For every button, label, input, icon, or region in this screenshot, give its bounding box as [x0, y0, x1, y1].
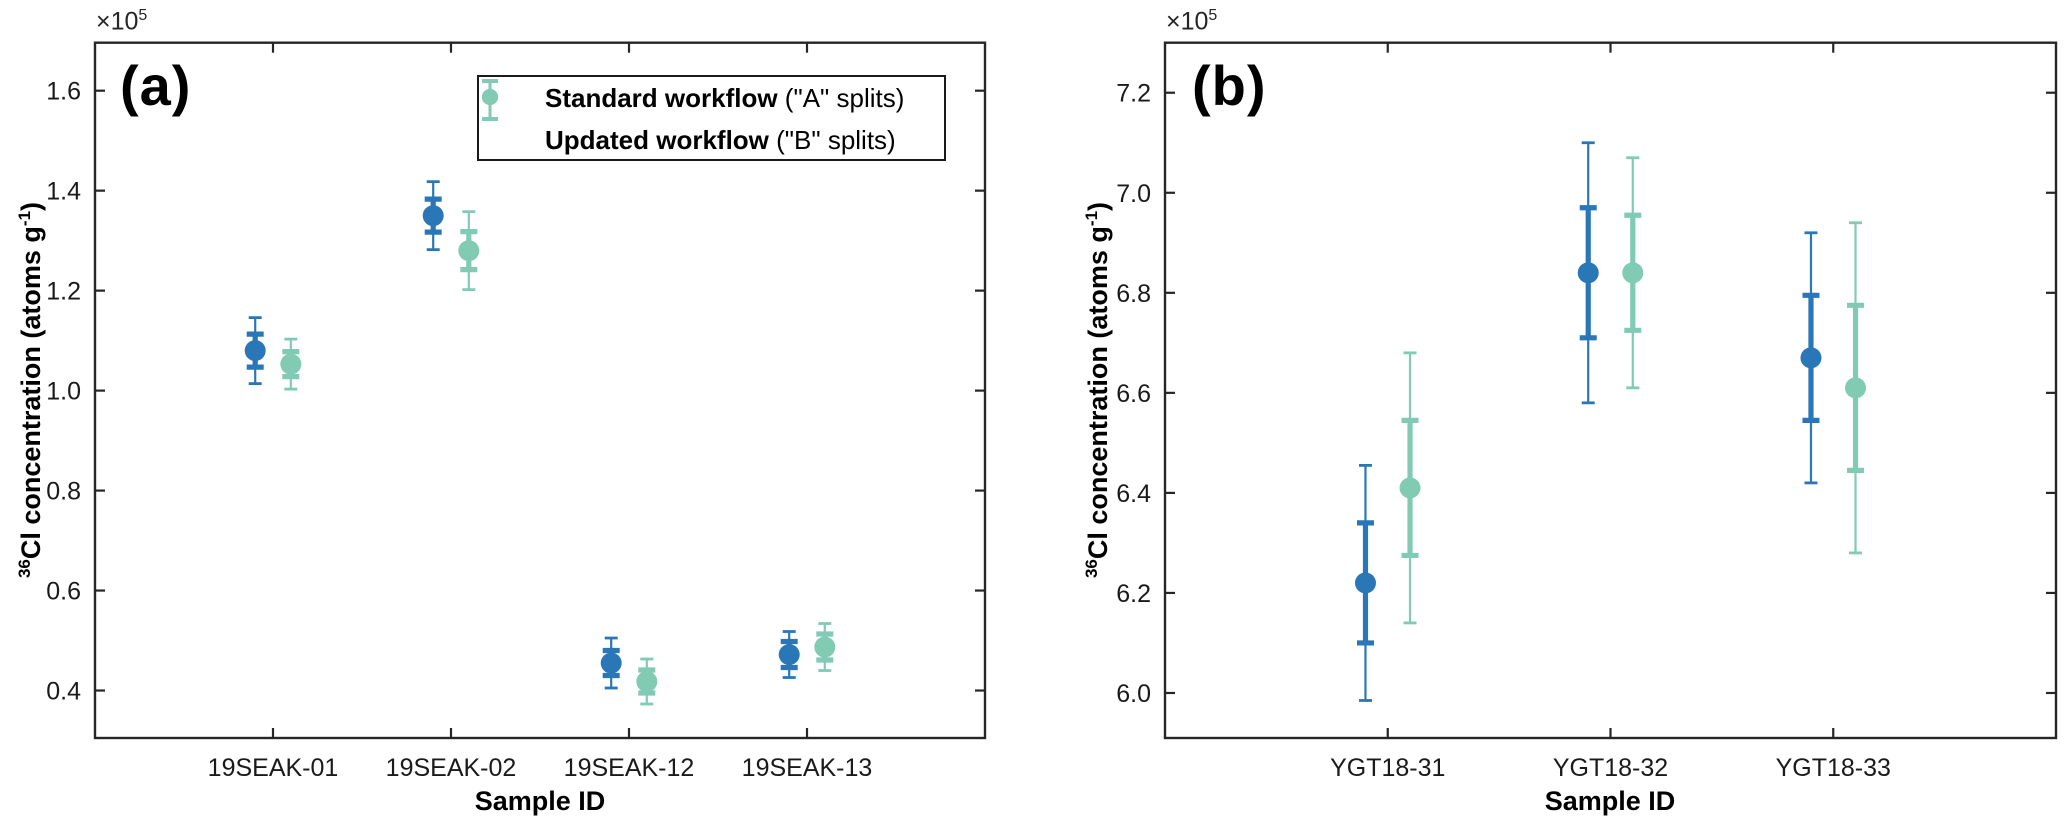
legend-label-rest: ("B" splits) — [768, 124, 896, 155]
panel-a-x-tick-label: 19SEAK-12 — [564, 754, 695, 782]
isotope-superscript: 36 — [15, 559, 34, 579]
legend-label-bold: Standard workflow — [545, 82, 778, 113]
panel-b-series-a-data-point-marker — [1354, 572, 1376, 594]
panel-a-y-tick-label: 1.0 — [46, 378, 81, 406]
panel-b-series-b-data-point-marker — [1622, 262, 1644, 284]
legend-label-standard-workflow: Standard workflow ("A" splits) — [545, 83, 904, 114]
panel-a-series-b-data-point-marker — [280, 353, 302, 375]
panel-b-series-a-data-point-marker — [1800, 347, 1822, 369]
legend-marker-dot — [482, 89, 498, 105]
offset-base: ×10 — [1166, 7, 1209, 36]
panel-b-label: (b) — [1192, 54, 1267, 117]
panel-b-y-tick-label: 7.0 — [1116, 180, 1151, 208]
y-axis-title-close: ) — [1083, 201, 1113, 211]
panel-b-y-offset-label: ×105 — [1166, 7, 1217, 36]
legend-label-bold: Updated workflow — [545, 124, 769, 155]
legend-marker-b-icon — [482, 79, 519, 163]
panel-a-x-tick-label: 19SEAK-13 — [742, 754, 873, 782]
panel-b-y-tick-label: 6.4 — [1116, 480, 1151, 508]
legend-item-standard-workflow: Standard workflow ("A" splits) — [482, 75, 944, 121]
y-axis-title-text: Cl concentration (atoms g — [16, 226, 46, 560]
panel-a-y-axis-title: 36Cl concentration (atoms g-1) — [5, 40, 46, 740]
panel-a-series-a-data-point-marker — [422, 205, 444, 227]
panel-b-y-tick-label: 6.0 — [1116, 680, 1151, 708]
panel-a-y-tick-label: 0.6 — [46, 578, 81, 606]
panel-b-series-b-data-point-marker — [1845, 377, 1867, 399]
legend-marker-dot — [482, 89, 498, 105]
legend-marker-a-icon — [482, 75, 519, 121]
y-axis-title-text: Cl concentration (atoms g — [1083, 226, 1113, 560]
panel-a-x-axis-title: Sample ID — [474, 786, 606, 816]
panel-a-series-b-data-point-marker — [814, 636, 836, 658]
legend-label-rest: ("A" splits) — [777, 82, 905, 113]
exponent-superscript: -1 — [15, 210, 34, 227]
panel-b-series-b-data-point-marker — [1399, 477, 1421, 499]
panel-a-series-a-data-point-marker — [600, 652, 622, 674]
legend-label-updated-workflow: Updated workflow ("B" splits) — [545, 125, 896, 156]
panel-b-y-tick-label: 6.2 — [1116, 580, 1151, 608]
panel-b-x-tick-label: YGT18-32 — [1553, 754, 1668, 782]
panel-a-series-a-data-point-marker — [778, 644, 800, 666]
panel-a-label: (a) — [120, 54, 192, 117]
panel-b-x-axis-title: Sample ID — [1544, 786, 1676, 816]
panel-b-y-tick-label: 6.8 — [1116, 280, 1151, 308]
panel-a-series-a-data-point-marker — [244, 340, 266, 362]
panel-a-series-b-data-point-marker — [458, 240, 480, 262]
panel-b-y-tick-label: 7.2 — [1116, 80, 1151, 108]
legend-item-updated-workflow: Updated workflow ("B" splits) — [482, 79, 944, 163]
panel-b-y-axis-title: 36Cl concentration (atoms g-1) — [1072, 40, 1113, 740]
offset-exponent: 5 — [1208, 7, 1218, 24]
panel-b-series-a-data-point-marker — [1577, 262, 1599, 284]
panel-b-x-tick-label: YGT18-31 — [1330, 754, 1445, 782]
legend-box: Standard workflow ("A" splits) Updated w… — [477, 75, 946, 161]
isotope-superscript: 36 — [1082, 559, 1101, 579]
offset-exponent: 5 — [138, 7, 148, 24]
exponent-superscript: -1 — [1082, 210, 1101, 227]
panel-a-x-tick-label: 19SEAK-02 — [386, 754, 517, 782]
panel-a-y-offset-label: ×105 — [96, 7, 147, 36]
panel-a-y-tick-label: 1.6 — [46, 78, 81, 106]
y-axis-title-close: ) — [16, 201, 46, 211]
panel-b-axes-box — [1163, 41, 2058, 740]
offset-base: ×10 — [96, 7, 139, 36]
panel-a-series-b-data-point-marker — [636, 671, 658, 693]
panel-a-y-tick-label: 0.4 — [46, 678, 81, 706]
panel-a-y-tick-label: 1.2 — [46, 278, 81, 306]
panel-b-y-tick-label: 6.6 — [1116, 380, 1151, 408]
panel-b-x-tick-label: YGT18-33 — [1776, 754, 1891, 782]
panel-a-y-tick-label: 1.4 — [46, 178, 81, 206]
panel-a-y-tick-label: 0.8 — [46, 478, 81, 506]
panel-a-x-tick-label: 19SEAK-01 — [208, 754, 339, 782]
